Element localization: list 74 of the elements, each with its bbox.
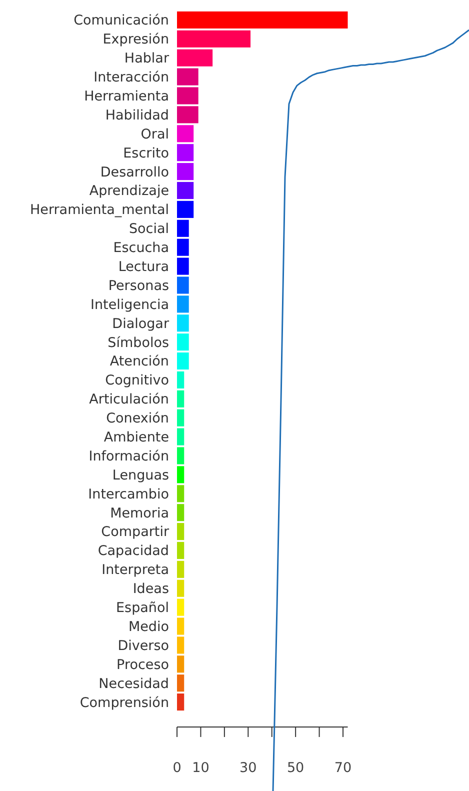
y-tick-label: Inteligencia (90, 296, 169, 313)
x-tick-label: 0 (172, 760, 182, 776)
y-tick-label: Información (88, 448, 169, 464)
bar (177, 200, 194, 218)
y-tick-label: Ambiente (104, 430, 169, 446)
bar (177, 49, 213, 66)
y-tick-label: Herramienta (84, 88, 169, 104)
bar (177, 656, 184, 673)
y-tick-label: Desarrollo (100, 164, 169, 180)
y-tick-label: Cognitivo (105, 372, 169, 389)
bar (177, 428, 184, 446)
bar (177, 314, 189, 332)
bar (177, 504, 184, 522)
x-tick-label: 50 (286, 760, 304, 776)
bar (177, 636, 184, 654)
y-tick-label: Español (116, 600, 169, 616)
bar (177, 276, 189, 294)
y-tick-label: Proceso (116, 656, 169, 673)
y-tick-label: Herramienta_mental (30, 202, 169, 218)
x-tick-label: 10 (192, 760, 210, 776)
bar (177, 694, 184, 711)
bar (177, 220, 189, 237)
y-tick-label: Expresión (102, 32, 169, 48)
y-tick-label: Capacidad (98, 543, 169, 560)
bar (177, 144, 194, 162)
y-tick-label: Comunicación (74, 12, 169, 29)
bar (177, 580, 184, 597)
bar (177, 390, 184, 408)
bar (177, 11, 348, 28)
bar (177, 296, 189, 313)
y-tick-label: Símbolos (108, 334, 169, 351)
y-tick-label: Oral (140, 126, 169, 142)
bar (177, 598, 184, 616)
y-tick-label: Compartir (101, 524, 170, 540)
bar (177, 371, 184, 388)
bar (177, 409, 184, 426)
y-tick-label: Medio (128, 618, 169, 635)
y-tick-label: Social (128, 221, 169, 238)
bar (177, 182, 194, 200)
y-tick-label: Articulación (89, 392, 169, 408)
y-tick-label: Intercambio (88, 486, 169, 502)
bar (177, 542, 184, 559)
y-tick-label: Escrito (123, 145, 169, 162)
y-tick-label: Habilidad (105, 107, 169, 124)
bar (177, 125, 194, 142)
bar (177, 466, 184, 484)
y-tick-label: Interpreta (102, 562, 169, 578)
y-tick-label: Lenguas (112, 467, 169, 484)
bar (177, 163, 194, 180)
y-tick-label: Escucha (113, 240, 169, 256)
y-tick-label: Diverso (118, 638, 169, 654)
y-tick-label: Dialogar (112, 316, 170, 332)
bar (177, 674, 184, 692)
bar (177, 30, 251, 48)
y-tick-label: Atención (110, 354, 169, 370)
bar (177, 447, 184, 464)
x-tick-label: 30 (240, 760, 257, 776)
bar (177, 334, 189, 351)
y-tick-label: Ideas (132, 581, 169, 598)
bar (177, 485, 184, 502)
x-tick-label: 70 (334, 760, 352, 776)
y-tick-label: Comprensión (80, 694, 169, 711)
y-tick-label: Aprendizaje (89, 183, 169, 200)
y-tick-label: Personas (108, 278, 169, 294)
bar (177, 352, 189, 370)
bar (177, 618, 184, 635)
y-tick-label: Interacción (94, 70, 169, 86)
y-tick-label: Lectura (118, 258, 169, 275)
bar (177, 522, 184, 540)
y-tick-label: Conexión (106, 410, 169, 427)
y-tick-label: Necesidad (98, 676, 169, 692)
y-tick-label: Hablar (124, 50, 170, 67)
y-tick-label: Memoria (110, 505, 169, 522)
bar (177, 560, 184, 578)
